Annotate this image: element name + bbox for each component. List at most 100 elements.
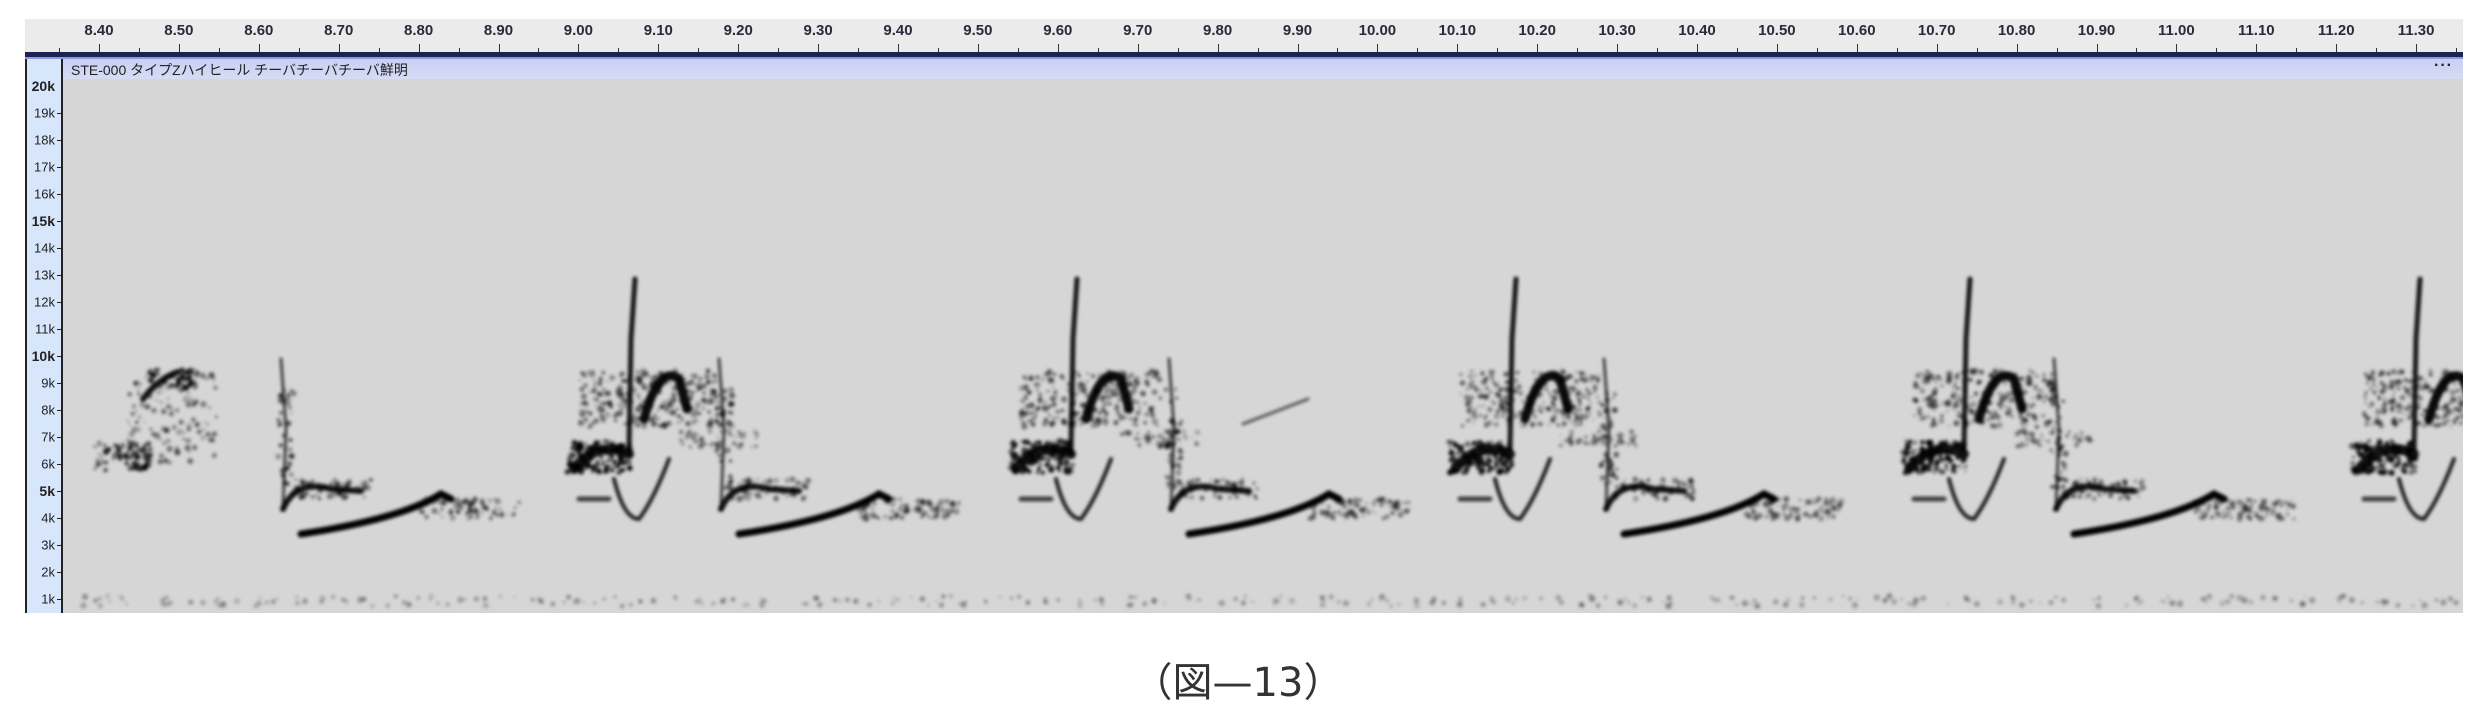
noise-speck	[2254, 514, 2258, 518]
noise-speck	[1646, 596, 1653, 603]
noise-speck	[2459, 421, 2463, 425]
noise-speck	[1069, 462, 1076, 468]
noise-speck	[2241, 597, 2248, 604]
noise-speck	[1665, 602, 1672, 610]
noise-speck	[641, 399, 646, 404]
noise-speck	[2304, 595, 2307, 598]
noise-speck	[2417, 401, 2422, 406]
noise-speck	[1156, 376, 1163, 383]
noise-speck	[2166, 595, 2170, 600]
more-options-button[interactable]: ···	[2434, 57, 2453, 74]
frequency-tick	[57, 167, 61, 168]
noise-speck	[2074, 495, 2078, 499]
noise-speck	[191, 401, 197, 407]
noise-speck	[2113, 483, 2117, 487]
noise-speck	[578, 419, 585, 427]
noise-speck	[721, 417, 725, 421]
noise-speck	[1342, 506, 1345, 510]
noise-speck	[1052, 416, 1056, 420]
noise-speck	[498, 508, 502, 511]
noise-speck	[1104, 411, 1109, 416]
noise-speck	[134, 409, 138, 413]
noise-speck	[298, 478, 305, 485]
noise-speck	[2441, 369, 2447, 374]
noise-speck	[950, 500, 955, 506]
noise-speck	[1465, 387, 1469, 391]
noise-speck	[1665, 487, 1670, 491]
noise-speck	[1645, 487, 1652, 494]
noise-speck	[2079, 430, 2084, 435]
noise-speck	[2011, 596, 2016, 602]
noise-speck	[1632, 603, 1637, 608]
noise-speck	[1169, 452, 1173, 456]
noise-speck	[948, 593, 954, 599]
noise-speck	[1614, 467, 1619, 472]
noise-speck	[1030, 421, 1035, 426]
noise-speck	[1571, 405, 1578, 411]
noise-speck	[333, 486, 339, 492]
noise-speck	[2080, 484, 2084, 488]
noise-speck	[1178, 455, 1184, 461]
noise-speck	[2206, 593, 2213, 600]
noise-speck	[1503, 371, 1509, 377]
noise-speck	[1059, 373, 1065, 379]
noise-speck	[1815, 509, 1819, 513]
noise-speck	[2097, 596, 2101, 599]
noise-speck	[1167, 428, 1174, 435]
noise-speck	[186, 392, 190, 396]
noise-speck	[2019, 442, 2025, 448]
noise-speck	[869, 512, 877, 519]
noise-speck	[1919, 439, 1925, 445]
noise-speck	[132, 461, 137, 466]
time-tick	[898, 44, 899, 52]
noise-speck	[1024, 377, 1028, 381]
noise-speck	[212, 379, 216, 382]
noise-speck	[100, 455, 103, 458]
noise-speck	[2200, 596, 2205, 602]
noise-speck	[311, 482, 314, 486]
noise-speck	[98, 444, 101, 448]
noise-speck	[1188, 598, 1191, 601]
frequency-label: 12k	[34, 294, 55, 310]
spectrogram[interactable]	[63, 79, 2476, 613]
noise-speck	[2422, 424, 2426, 428]
noise-speck	[1026, 439, 1030, 443]
noise-speck	[146, 447, 151, 452]
time-tick-label: 10.80	[1997, 22, 2036, 39]
noise-speck	[155, 398, 158, 402]
noise-speck	[1028, 411, 1033, 416]
noise-speck	[760, 485, 763, 488]
noise-speck	[699, 601, 704, 606]
noise-speck	[1441, 600, 1446, 606]
noise-speck	[2034, 384, 2038, 389]
noise-speck	[137, 446, 144, 453]
noise-speck	[124, 460, 130, 466]
noise-speck	[2019, 602, 2025, 608]
noise-speck	[707, 421, 714, 428]
call-trace	[2397, 457, 2456, 522]
noise-speck	[1045, 457, 1048, 460]
noise-speck	[1963, 458, 1967, 462]
noise-speck	[2169, 600, 2176, 607]
noise-speck	[1661, 600, 1665, 604]
noise-speck	[1209, 479, 1213, 483]
noise-speck	[1925, 369, 1930, 375]
noise-speck	[1597, 400, 1602, 405]
noise-speck	[693, 417, 697, 422]
noise-speck	[861, 500, 868, 507]
noise-speck	[416, 595, 421, 600]
noise-speck	[187, 450, 191, 454]
noise-speck	[1166, 481, 1171, 486]
time-ruler[interactable]: 8.40 8.50 8.60 8.70 8.80 8.90 9.00 9.10 9.20 9.30…	[25, 19, 2463, 52]
noise-speck	[2348, 597, 2355, 603]
noise-speck	[393, 594, 398, 599]
noise-speck	[2271, 500, 2278, 508]
noise-speck	[2396, 379, 2401, 383]
noise-speck	[611, 464, 614, 468]
noise-speck	[1915, 372, 1921, 379]
noise-speck	[934, 513, 940, 519]
noise-speck	[143, 464, 148, 468]
noise-speck	[1589, 595, 1596, 603]
noise-speck	[568, 452, 575, 460]
call-trace	[639, 371, 692, 424]
